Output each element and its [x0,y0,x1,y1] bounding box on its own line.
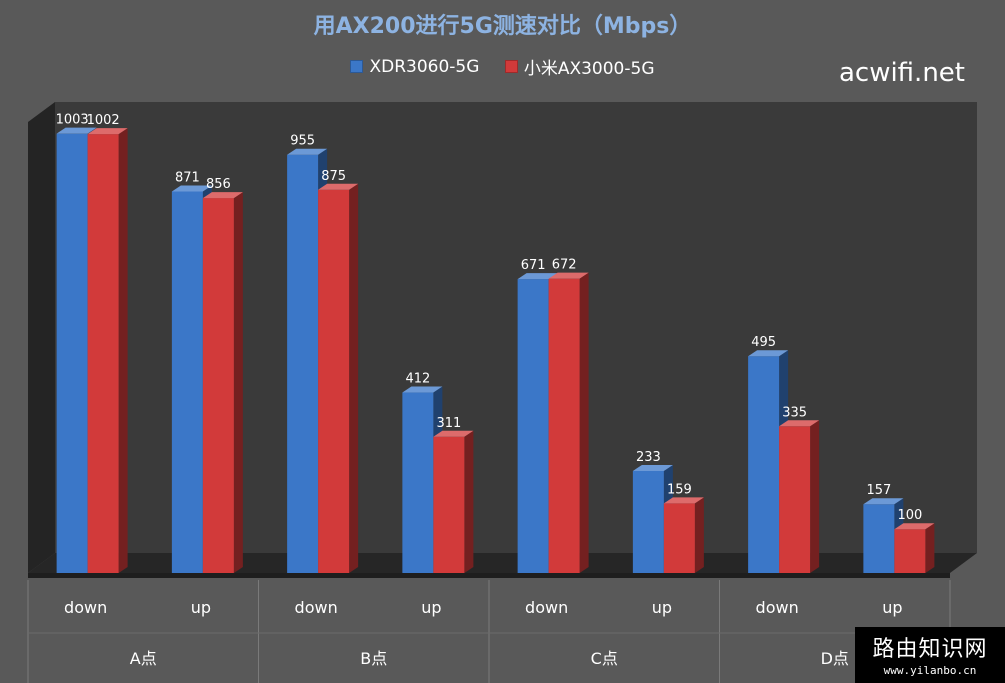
data-label-1-7: 495 [751,335,776,350]
data-label-1-2: 871 [175,171,200,186]
bar-2-4-top [433,430,474,437]
bar-2-4-side [464,430,474,573]
bar-2-2-side [233,192,243,573]
chart-legend: XDR3060-5G 小米AX3000-5G [0,54,1005,79]
data-label-1-8: 157 [866,483,891,498]
x-tick-label-4: up [421,598,441,617]
data-label-2-4: 311 [436,416,461,431]
bar-2-2-top [202,192,243,199]
data-label-1-1: 1003 [56,113,89,128]
data-label-1-6: 233 [636,450,661,465]
bar-2-1-top [87,128,128,135]
side-wall [28,102,55,573]
legend-swatch-series-2 [504,60,518,73]
x-tick-label-6: up [652,598,672,617]
legend-item-series-1: XDR3060-5G [350,57,479,77]
bar-1-8-top [863,498,904,505]
bar-1-1 [56,133,88,573]
badge-url: www.yilanbo.cn [883,664,977,677]
bar-1-7-top [748,350,789,357]
data-label-1-3: 955 [290,134,315,149]
data-label-2-6: 159 [667,482,692,497]
bar-2-5 [548,278,580,573]
bar-2-8-side [925,523,935,573]
chart-title: 用AX200进行5G测速对比（Mbps） [313,14,692,39]
floor-edge [28,573,950,578]
legend-label-series-1: XDR3060-5G [369,56,480,77]
bar-2-6 [663,503,695,573]
x-tick-label-5: down [525,598,568,617]
bar-1-6 [632,470,664,573]
data-label-2-2: 856 [206,177,231,192]
data-label-1-5: 671 [521,258,546,273]
bar-1-2 [171,191,203,573]
x-tick-label-7: down [756,598,799,617]
legend-item-series-2: 小米AX3000-5G [504,54,655,79]
data-label-2-3: 875 [321,169,346,184]
group-label-2: B点 [360,649,387,668]
bar-2-1-side [118,128,128,573]
bar-2-7-side [810,420,820,573]
group-label-3: C点 [591,649,618,668]
data-label-2-8: 100 [897,508,922,523]
bar-2-3 [318,189,350,573]
site-badge: 路由知识网 www.yilanbo.cn [855,627,1005,683]
bar-1-4 [402,392,434,573]
bar-1-7 [748,356,780,573]
group-label-1: A点 [130,649,157,668]
bar-2-1 [87,134,119,573]
bar-1-1-top [56,127,97,134]
x-tick-label-2: up [191,598,211,617]
bar-1-5 [517,279,549,573]
bar-2-3-top [318,183,359,190]
data-label-2-1: 1002 [87,113,120,128]
bar-2-7 [779,426,811,573]
bar-1-2-top [171,185,212,192]
bar-2-6-top [663,497,704,504]
group-label-4: D点 [821,649,849,668]
x-tick-label-1: down [64,598,107,617]
bar-2-8-top [894,523,935,530]
bar-2-5-top [548,272,589,279]
bar-1-3 [287,154,319,573]
x-tick-label-8: up [882,598,902,617]
bar-1-6-top [632,464,673,471]
x-tick-label-3: down [295,598,338,617]
bar-1-3-top [287,148,328,155]
bar-2-2 [202,198,234,573]
bar-2-4 [433,436,465,573]
bar-2-7-top [779,420,820,427]
data-label-2-5: 672 [552,258,577,273]
data-label-1-4: 412 [405,372,430,387]
bar-1-5-top [517,273,558,280]
bar-2-3-side [349,183,359,573]
bar-2-8 [894,529,926,573]
badge-title: 路由知识网 [872,637,988,662]
data-label-2-7: 335 [782,405,807,420]
legend-label-series-2: 小米AX3000-5G [523,59,655,79]
bar-2-6-side [694,497,704,573]
watermark-text: acwifi.net [838,58,965,88]
legend-swatch-series-1 [350,60,364,73]
bar-2-5-side [579,272,589,573]
bar-1-4-top [402,386,443,393]
bar-1-8 [863,504,895,573]
floor [28,553,977,573]
